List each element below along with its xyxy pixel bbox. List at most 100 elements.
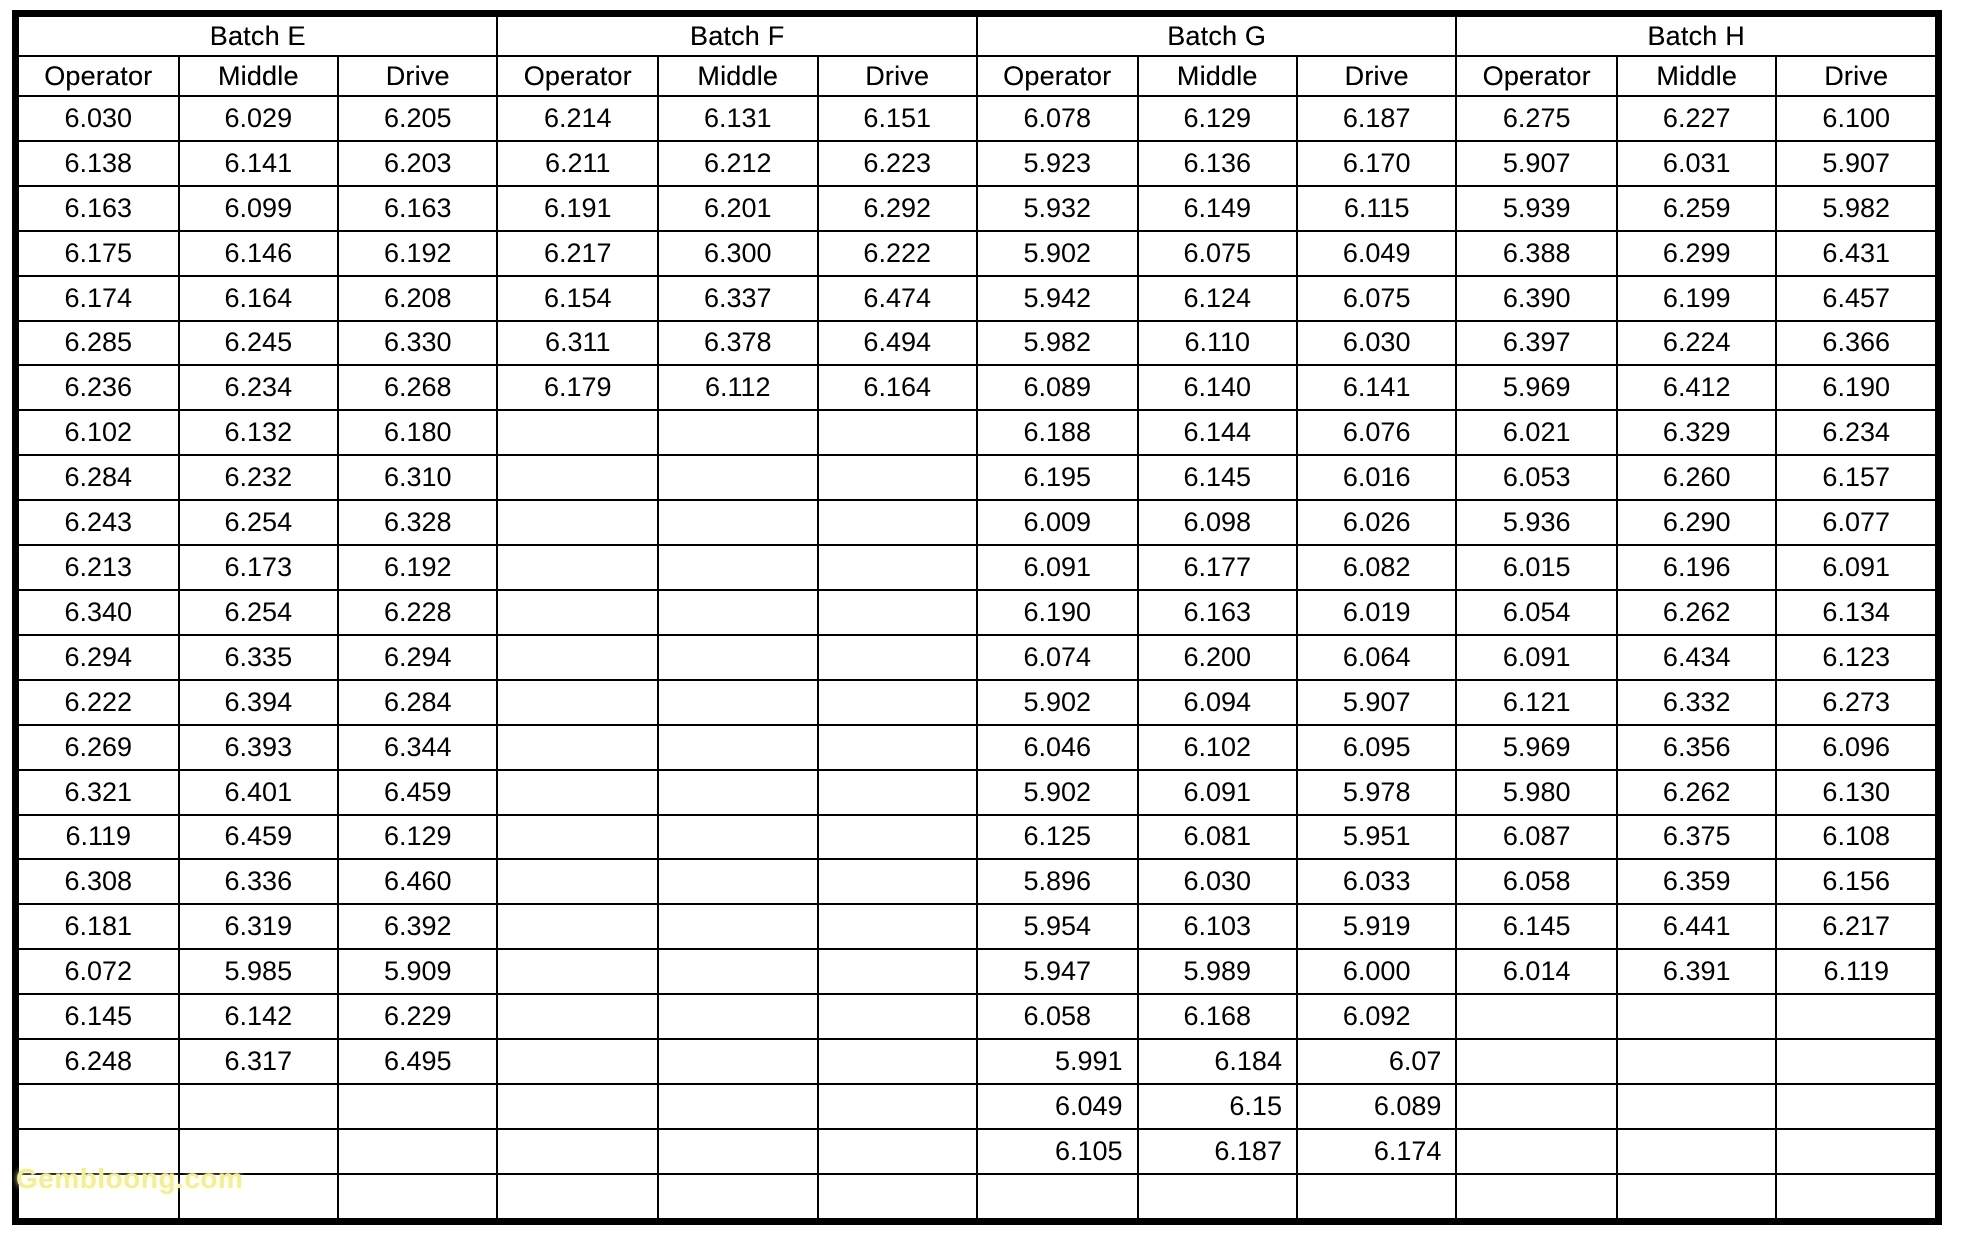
table-cell-empty bbox=[496, 409, 660, 457]
table-cell-value: 6.205 bbox=[337, 95, 499, 142]
table-cell-value: 6.388 bbox=[1455, 229, 1618, 277]
column-header-middle: Middle bbox=[1136, 55, 1298, 97]
table-cell-empty bbox=[1615, 1127, 1778, 1175]
table-cell-value: 6.174 bbox=[17, 274, 180, 322]
table-cell-value: 6.184 bbox=[1136, 1038, 1298, 1085]
table-cell-empty bbox=[496, 544, 660, 591]
table-cell-empty bbox=[816, 1038, 978, 1085]
table-cell-empty bbox=[1615, 1082, 1778, 1130]
table-row: 6.138 6.141 6.203 6.211 6.212 6.223 5.923 6.136… bbox=[17, 139, 1937, 187]
table-cell-empty bbox=[657, 588, 819, 636]
table-cell-empty bbox=[177, 1172, 340, 1221]
table-cell-value: 6.412 bbox=[1615, 364, 1778, 412]
table-cell-empty bbox=[657, 409, 819, 457]
table-cell-value: 6.392 bbox=[337, 903, 499, 951]
table-cell-value: 6.029 bbox=[177, 95, 340, 142]
table-cell-value: 6.269 bbox=[17, 723, 180, 771]
table-cell-value: 6.459 bbox=[177, 813, 340, 861]
column-header-operator: Operator bbox=[17, 55, 180, 97]
table-cell-value: 6.074 bbox=[975, 633, 1139, 681]
table-cell-empty bbox=[1775, 1082, 1937, 1130]
table-cell-value: 6.236 bbox=[17, 364, 180, 412]
table-cell-empty bbox=[816, 948, 978, 996]
table-cell-value: 6.328 bbox=[337, 499, 499, 547]
table-row: 6.181 6.319 6.392 5.954 6.103 5.919 6.145 6.441… bbox=[17, 903, 1937, 951]
table-cell-value: 6.208 bbox=[337, 274, 499, 322]
table-cell-empty bbox=[657, 1172, 819, 1221]
table-row: 6.175 6.146 6.192 6.217 6.300 6.222 5.902 6.075… bbox=[17, 229, 1937, 277]
table-cell-value: 6.401 bbox=[177, 768, 340, 816]
table-cell-value: 5.969 bbox=[1455, 723, 1618, 771]
table-row: 6.248 6.317 6.495 5.991 6.184 6.07 bbox=[17, 1038, 1937, 1085]
table-cell-value: 6.228 bbox=[337, 588, 499, 636]
table-cell-value: 5.923 bbox=[975, 139, 1139, 187]
table-cell-value: 5.951 bbox=[1295, 813, 1458, 861]
table-cell-value: 6.105 bbox=[975, 1127, 1139, 1175]
table-cell-value: 5.907 bbox=[1455, 139, 1618, 187]
table-cell-value: 6.187 bbox=[1136, 1127, 1298, 1175]
table-cell-value: 6.200 bbox=[1136, 633, 1298, 681]
table-cell-value: 6.092 bbox=[1295, 993, 1458, 1041]
table-cell-empty bbox=[816, 723, 978, 771]
table-cell-empty bbox=[1775, 1038, 1937, 1085]
table-cell-value: 6.222 bbox=[17, 678, 180, 726]
table-cell-value: 6.254 bbox=[177, 499, 340, 547]
table-cell-empty bbox=[1295, 1172, 1458, 1221]
table-cell-value: 6.224 bbox=[1615, 319, 1778, 367]
table-cell-value: 6.102 bbox=[1136, 723, 1298, 771]
table-cell-value: 6.227 bbox=[1615, 95, 1778, 142]
table-cell-value: 6.115 bbox=[1295, 184, 1458, 232]
table-cell-value: 6.254 bbox=[177, 588, 340, 636]
table-cell-value: 6.229 bbox=[337, 993, 499, 1041]
table-cell-value: 6.134 bbox=[1775, 588, 1937, 636]
table-cell-value: 5.989 bbox=[1136, 948, 1298, 996]
table-cell-empty bbox=[1615, 1172, 1778, 1221]
table-cell-value: 6.232 bbox=[177, 454, 340, 502]
table-cell-value: 6.234 bbox=[177, 364, 340, 412]
table-cell-value: 6.164 bbox=[177, 274, 340, 322]
table-cell-empty bbox=[177, 1082, 340, 1130]
table-cell-value: 5.991 bbox=[975, 1038, 1139, 1085]
table-cell-value: 5.969 bbox=[1455, 364, 1618, 412]
table-row: 6.284 6.232 6.310 6.195 6.145 6.016 6.053 6.260… bbox=[17, 454, 1937, 502]
table-cell-empty bbox=[1775, 1172, 1937, 1221]
table-cell-value: 6.141 bbox=[1295, 364, 1458, 412]
table-row: 6.285 6.245 6.330 6.311 6.378 6.494 5.982 6.110… bbox=[17, 319, 1937, 367]
table-cell-value: 6.087 bbox=[1455, 813, 1618, 861]
table-cell-empty bbox=[496, 768, 660, 816]
column-header-drive: Drive bbox=[1295, 55, 1458, 97]
table-cell-value: 6.290 bbox=[1615, 499, 1778, 547]
table-cell-value: 6.460 bbox=[337, 858, 499, 906]
table-cell-value: 6.284 bbox=[17, 454, 180, 502]
table-cell-value: 6.145 bbox=[17, 993, 180, 1041]
table-cell-value: 6.081 bbox=[1136, 813, 1298, 861]
table-cell-value: 6.058 bbox=[1455, 858, 1618, 906]
table-cell-value: 6.213 bbox=[17, 544, 180, 591]
table-cell-empty bbox=[657, 1038, 819, 1085]
table-cell-value: 6.195 bbox=[975, 454, 1139, 502]
table-cell-value: 5.982 bbox=[1775, 184, 1937, 232]
table-row: 6.049 6.15 6.089 bbox=[17, 1082, 1937, 1130]
column-header-middle: Middle bbox=[657, 55, 819, 97]
table-cell-value: 6.049 bbox=[975, 1082, 1139, 1130]
table-cell-empty bbox=[816, 499, 978, 547]
table-cell-value: 6.335 bbox=[177, 633, 340, 681]
table-cell-empty bbox=[496, 1127, 660, 1175]
table-cell-value: 6.089 bbox=[975, 364, 1139, 412]
table-cell-value: 6.110 bbox=[1136, 319, 1298, 367]
table-cell-value: 6.021 bbox=[1455, 409, 1618, 457]
table-cell-value: 6.103 bbox=[1136, 903, 1298, 951]
table-cell-empty bbox=[496, 948, 660, 996]
data-table-container: Batch E Batch F Batch G Batch H Operator Mid… bbox=[12, 10, 1942, 1225]
column-header-operator: Operator bbox=[975, 55, 1139, 97]
table-cell-value: 5.902 bbox=[975, 768, 1139, 816]
table-cell-empty bbox=[816, 678, 978, 726]
column-header-label: Middle bbox=[217, 60, 299, 91]
table-cell-value: 6.375 bbox=[1615, 813, 1778, 861]
table-cell-value: 6.356 bbox=[1615, 723, 1778, 771]
table-cell-value: 6.494 bbox=[816, 319, 978, 367]
table-cell-value: 6.217 bbox=[496, 229, 660, 277]
table-row: 6.243 6.254 6.328 6.009 6.098 6.026 5.936 6.290… bbox=[17, 499, 1937, 547]
table-row: 6.072 5.985 5.909 5.947 5.989 6.000 6.014 6.391… bbox=[17, 948, 1937, 996]
table-cell-empty bbox=[657, 454, 819, 502]
